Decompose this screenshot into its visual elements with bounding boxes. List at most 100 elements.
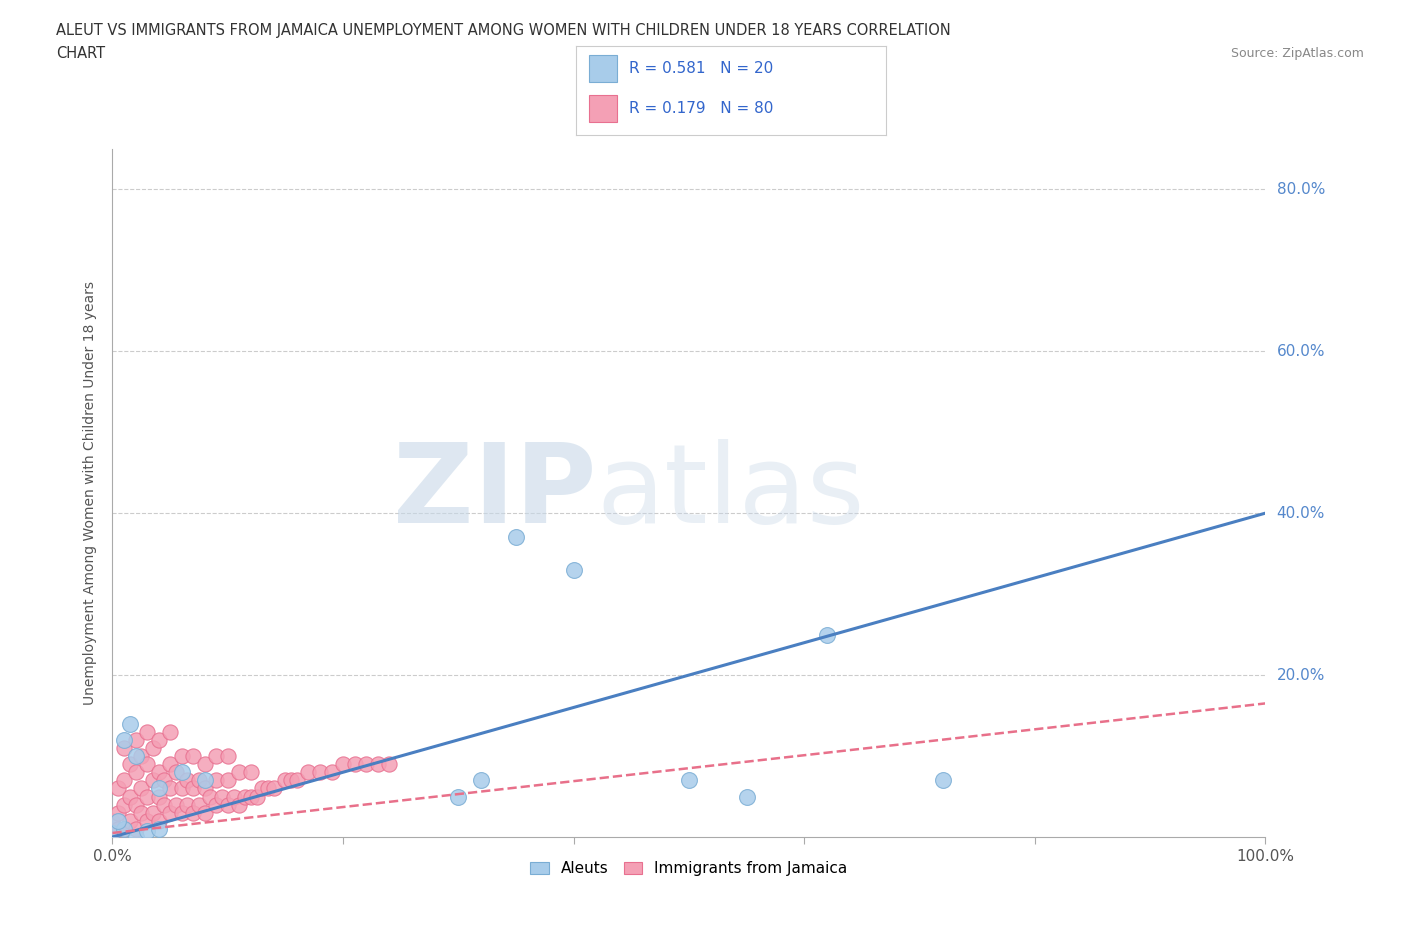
Point (136, 789, 159, 804)
Point (136, 724, 159, 739)
Text: 80.0%: 80.0% (1277, 181, 1324, 197)
Point (136, 823, 159, 838)
Point (246, 789, 269, 804)
Point (142, 773, 165, 788)
Text: Source: ZipAtlas.com: Source: ZipAtlas.com (1230, 46, 1364, 60)
Point (124, 733, 146, 748)
Point (321, 764, 343, 779)
Point (101, 826, 124, 841)
Point (136, 814, 159, 829)
Point (129, 781, 153, 796)
Point (153, 797, 176, 812)
Point (107, 821, 129, 836)
Y-axis label: Unemployment Among Women with Children Under 18 years: Unemployment Among Women with Children U… (83, 281, 97, 705)
FancyBboxPatch shape (589, 95, 617, 122)
FancyBboxPatch shape (589, 56, 617, 82)
Point (136, 757, 159, 772)
Point (274, 773, 297, 788)
Point (678, 773, 700, 788)
Point (257, 781, 280, 796)
Point (280, 773, 302, 788)
Point (239, 764, 262, 779)
Point (129, 749, 153, 764)
Point (332, 757, 354, 772)
Point (101, 814, 124, 829)
Point (142, 805, 165, 820)
Point (297, 764, 319, 779)
Text: R = 0.581   N = 20: R = 0.581 N = 20 (628, 61, 773, 76)
Text: CHART: CHART (56, 46, 105, 61)
Point (165, 797, 187, 812)
Point (129, 805, 153, 820)
Point (228, 797, 250, 812)
Point (343, 757, 366, 772)
Text: R = 0.179   N = 80: R = 0.179 N = 80 (628, 100, 773, 116)
Point (148, 781, 170, 796)
Point (217, 797, 239, 812)
Point (107, 781, 129, 796)
Point (205, 749, 228, 764)
Point (194, 757, 217, 772)
Point (153, 773, 176, 788)
Point (148, 821, 170, 836)
Point (107, 814, 129, 829)
Point (124, 749, 146, 764)
Point (159, 757, 181, 772)
Point (124, 797, 146, 812)
Legend: Aleuts, Immigrants from Jamaica: Aleuts, Immigrants from Jamaica (526, 857, 852, 881)
Point (239, 789, 262, 804)
Point (101, 826, 124, 841)
Point (735, 789, 758, 804)
Point (124, 764, 146, 779)
Point (170, 764, 193, 779)
Point (170, 749, 193, 764)
Point (194, 773, 217, 788)
Text: 20.0%: 20.0% (1277, 668, 1324, 683)
Point (118, 716, 141, 731)
Point (112, 740, 135, 755)
Point (148, 814, 170, 829)
Point (112, 733, 135, 748)
Point (142, 740, 165, 755)
Point (228, 764, 250, 779)
Point (815, 627, 838, 642)
Point (148, 764, 170, 779)
Point (181, 749, 204, 764)
Point (112, 773, 135, 788)
Point (211, 789, 233, 804)
Point (170, 805, 193, 820)
Point (159, 724, 181, 739)
Point (378, 757, 401, 772)
Point (217, 773, 239, 788)
Point (233, 789, 256, 804)
Text: ALEUT VS IMMIGRANTS FROM JAMAICA UNEMPLOYMENT AMONG WOMEN WITH CHILDREN UNDER 18: ALEUT VS IMMIGRANTS FROM JAMAICA UNEMPLO… (56, 23, 950, 38)
Point (112, 797, 135, 812)
Point (562, 563, 585, 578)
Point (285, 773, 308, 788)
Point (176, 797, 198, 812)
Point (170, 781, 193, 796)
Point (159, 805, 181, 820)
Point (931, 773, 953, 788)
Text: 40.0%: 40.0% (1277, 506, 1324, 521)
Point (447, 789, 470, 804)
Point (181, 781, 204, 796)
Text: ZIP: ZIP (394, 439, 596, 547)
Point (205, 773, 228, 788)
Point (354, 757, 377, 772)
Text: 60.0%: 60.0% (1277, 344, 1324, 359)
Point (367, 757, 389, 772)
Point (118, 757, 141, 772)
Point (181, 805, 204, 820)
Point (194, 805, 217, 820)
Point (188, 773, 211, 788)
Point (176, 773, 198, 788)
Text: atlas: atlas (596, 439, 865, 547)
Point (118, 814, 141, 829)
Point (217, 749, 239, 764)
Point (148, 733, 170, 748)
Point (112, 821, 135, 836)
Point (252, 781, 274, 796)
Point (112, 821, 135, 836)
Point (188, 797, 211, 812)
